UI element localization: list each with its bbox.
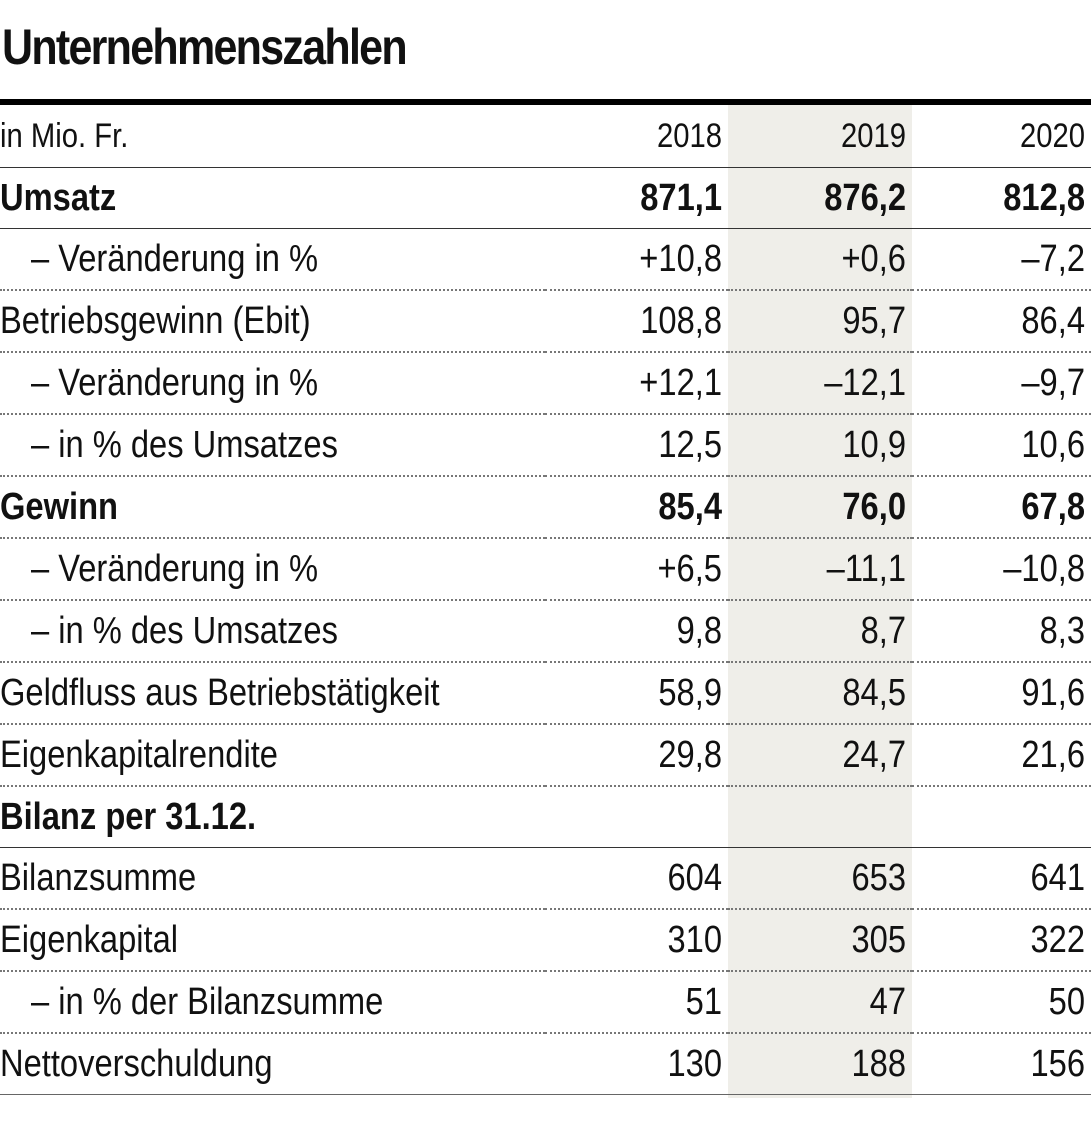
- cell-value: 95,7: [728, 290, 912, 353]
- cell-value: 10,6: [912, 414, 1091, 477]
- row-label: – Veränderung in %: [0, 352, 545, 415]
- table-row: Bilanzsumme 604 653 641: [0, 847, 1091, 910]
- cell-value: 51: [545, 971, 728, 1034]
- cell-value: –7,2: [912, 228, 1091, 291]
- table-row: – in % des Umsatzes 12,5 10,9 10,6: [0, 414, 1091, 477]
- table-header-row: in Mio. Fr. 2018 2019 2020: [0, 105, 1091, 168]
- cell-value: 871,1: [545, 167, 728, 229]
- cell-value: 604: [545, 847, 728, 910]
- row-label: Nettoverschuldung: [0, 1033, 545, 1095]
- cell-value: +12,1: [545, 352, 728, 415]
- table-row: – in % des Umsatzes 9,8 8,7 8,3: [0, 600, 1091, 663]
- table-row: Betriebsgewinn (Ebit) 108,8 95,7 86,4: [0, 290, 1091, 353]
- cell-value: 812,8: [912, 167, 1091, 229]
- cell-value: –12,1: [728, 352, 912, 415]
- row-label: Bilanzsumme: [0, 847, 545, 910]
- cell-value: 8,3: [912, 600, 1091, 663]
- year-header: 2019: [728, 105, 912, 168]
- cell-value: –9,7: [912, 352, 1091, 415]
- financial-table: in Mio. Fr. 2018 2019 2020 Umsatz 871,1 …: [0, 105, 1091, 1095]
- cell-value: +10,8: [545, 228, 728, 291]
- row-label: Eigenkapital: [0, 909, 545, 972]
- cell-value: 67,8: [912, 476, 1091, 539]
- cell-value: 130: [545, 1033, 728, 1095]
- year-header: 2020: [912, 105, 1091, 168]
- table-row: Gewinn 85,4 76,0 67,8: [0, 476, 1091, 539]
- section-heading: Bilanz per 31.12.: [0, 786, 545, 848]
- unit-label: in Mio. Fr.: [0, 105, 545, 168]
- table-row: – Veränderung in % +6,5 –11,1 –10,8: [0, 538, 1091, 601]
- row-label: Geldfluss aus Betriebstätigkeit: [0, 662, 545, 725]
- table-row: Eigenkapital 310 305 322: [0, 909, 1091, 972]
- cell-value: 8,7: [728, 600, 912, 663]
- cell-value: +0,6: [728, 228, 912, 291]
- table-row: Geldfluss aus Betriebstätigkeit 58,9 84,…: [0, 662, 1091, 725]
- row-label: Umsatz: [0, 167, 545, 229]
- cell-value: 322: [912, 909, 1091, 972]
- cell-value: 188: [728, 1033, 912, 1095]
- row-label: – in % der Bilanzsumme: [0, 971, 545, 1034]
- row-label: – Veränderung in %: [0, 228, 545, 291]
- cell-value: 86,4: [912, 290, 1091, 353]
- cell-value: 29,8: [545, 724, 728, 787]
- cell-value: –11,1: [728, 538, 912, 601]
- cell-value: 9,8: [545, 600, 728, 663]
- cell-value: [545, 786, 728, 848]
- cell-value: 156: [912, 1033, 1091, 1095]
- cell-value: 58,9: [545, 662, 728, 725]
- cell-value: 876,2: [728, 167, 912, 229]
- row-label: Betriebsgewinn (Ebit): [0, 290, 545, 353]
- table-row: – Veränderung in % +12,1 –12,1 –9,7: [0, 352, 1091, 415]
- cell-value: –10,8: [912, 538, 1091, 601]
- cell-value: 653: [728, 847, 912, 910]
- cell-value: [912, 786, 1091, 848]
- title-rule: [0, 99, 1091, 105]
- table-row: – in % der Bilanzsumme 51 47 50: [0, 971, 1091, 1034]
- cell-value: 641: [912, 847, 1091, 910]
- row-label: Gewinn: [0, 476, 545, 539]
- cell-value: 10,9: [728, 414, 912, 477]
- cell-value: +6,5: [545, 538, 728, 601]
- table-row: Eigenkapitalrendite 29,8 24,7 21,6: [0, 724, 1091, 787]
- table-row: Nettoverschuldung 130 188 156: [0, 1033, 1091, 1095]
- cell-value: 85,4: [545, 476, 728, 539]
- cell-value: 305: [728, 909, 912, 972]
- row-label: Eigenkapitalrendite: [0, 724, 545, 787]
- cell-value: 21,6: [912, 724, 1091, 787]
- section-heading-row: Bilanz per 31.12.: [0, 786, 1091, 848]
- cell-value: 50: [912, 971, 1091, 1034]
- page-title: Unternehmenszahlen: [2, 19, 408, 75]
- row-label: – in % des Umsatzes: [0, 600, 545, 663]
- cell-value: 76,0: [728, 476, 912, 539]
- cell-value: 108,8: [545, 290, 728, 353]
- year-header: 2018: [545, 105, 728, 168]
- table-row: – Veränderung in % +10,8 +0,6 –7,2: [0, 228, 1091, 291]
- cell-value: 47: [728, 971, 912, 1034]
- row-label: – Veränderung in %: [0, 538, 545, 601]
- cell-value: [728, 786, 912, 848]
- row-label: – in % des Umsatzes: [0, 414, 545, 477]
- cell-value: 12,5: [545, 414, 728, 477]
- cell-value: 84,5: [728, 662, 912, 725]
- cell-value: 24,7: [728, 724, 912, 787]
- cell-value: 310: [545, 909, 728, 972]
- table-row: Umsatz 871,1 876,2 812,8: [0, 167, 1091, 229]
- cell-value: 91,6: [912, 662, 1091, 725]
